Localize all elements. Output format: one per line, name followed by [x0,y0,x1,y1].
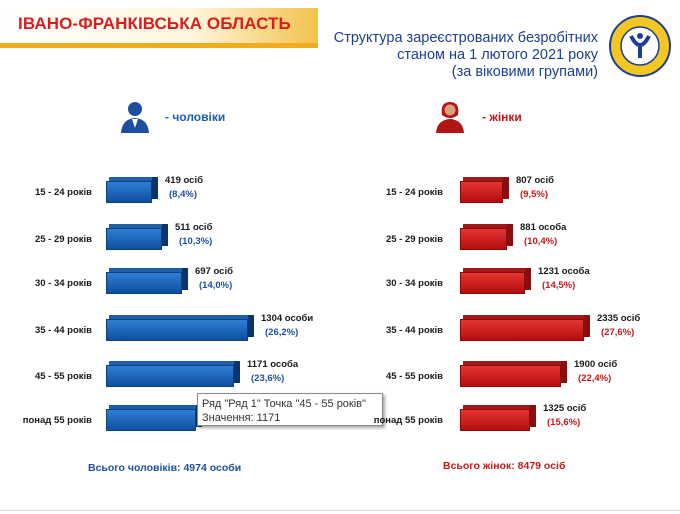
women-bar-25-29[interactable] [460,224,513,250]
men-bar-side-face [152,177,158,199]
women-bar-side-face [561,361,567,383]
women-percent-label-25-29: (10,4%) [524,236,558,247]
women-bar-55[interactable] [460,405,536,431]
women-category-label-55: понад 55 років [373,415,443,426]
employment-service-logo [609,15,671,77]
men-bar-15-24[interactable] [106,177,158,203]
men-bar-side-face [162,224,168,246]
men-bar-top-face [109,405,199,409]
men-category-label-15-24: 15 - 24 років [34,187,92,198]
subtitle-line-2: станом на 1 лютого 2021 року [397,47,598,63]
women-value-label-15-24: 807 осіб [516,175,554,186]
men-bar-35-44[interactable] [106,315,254,341]
men-value-label-30-34: 697 осіб [195,266,233,277]
women-category-label-35-44: 35 - 44 років [385,325,443,336]
women-section-label: - жінки [482,110,522,124]
women-bar-45-55[interactable] [460,361,567,387]
men-value-label-45-55: 1171 особа [247,359,299,370]
women-bar-side-face [503,177,509,199]
men-bar-front-face [106,409,196,431]
women-bar-side-face [525,268,531,290]
man-icon [121,102,149,133]
men-bar-front-face [106,181,152,203]
men-category-label-35-44: 35 - 44 років [34,325,92,336]
woman-icon [436,102,464,133]
men-bar-side-face [234,361,240,383]
men-bar-30-34[interactable] [106,268,188,294]
men-category-label-55: понад 55 років [22,415,92,426]
men-percent-label-25-29: (10,3%) [179,236,213,247]
men-percent-label-30-34: (14,0%) [199,280,233,291]
women-bar-35-44[interactable] [460,315,590,341]
men-total: Всього чоловіків: 4974 особи [88,462,242,474]
women-bar-top-face [463,361,564,365]
men-bar-front-face [106,365,234,387]
women-bar-side-face [530,405,536,427]
women-total: Всього жінок: 8479 осіб [443,460,566,472]
men-category-label-45-55: 45 - 55 років [34,371,92,382]
women-percent-label-30-34: (14,5%) [542,280,576,291]
men-section-label: - чоловіки [165,110,226,124]
men-bar-side-face [248,315,254,337]
women-bar-top-face [463,224,510,228]
men-bar-55[interactable] [106,405,202,431]
women-bar-top-face [463,177,506,181]
women-value-label-25-29: 881 особа [520,222,567,233]
women-bar-front-face [460,409,530,431]
men-value-label-25-29: 511 осіб [175,222,213,233]
men-bar-top-face [109,177,155,181]
women-bar-front-face [460,228,507,250]
tooltip-series-point: Ряд "Ряд 1" Точка "45 - 55 років" [202,398,366,410]
women-category-label-15-24: 15 - 24 років [385,187,443,198]
men-bar-top-face [109,361,237,365]
women-bar-15-24[interactable] [460,177,509,203]
men-percent-label-45-55: (23,6%) [251,373,285,384]
men-value-label-15-24: 419 осіб [165,175,203,186]
women-percent-label-15-24: (9,5%) [520,189,548,200]
women-bar-front-face [460,365,561,387]
women-bar-front-face [460,181,503,203]
women-percent-label-35-44: (27,6%) [601,327,635,338]
women-percent-label-55: (15,6%) [547,417,581,428]
men-bar-top-face [109,268,185,272]
women-category-label-25-29: 25 - 29 років [385,234,443,245]
women-bar-front-face [460,319,584,341]
men-bar-25-29[interactable] [106,224,168,250]
men-bar-side-face [182,268,188,290]
women-bar-side-face [584,315,590,337]
men-value-label-35-44: 1304 особи [261,313,314,324]
chart-subtitle: Структура зареєстрованих безробітних ста… [298,30,598,81]
men-bar-front-face [106,272,182,294]
chart-tooltip: Ряд "Ряд 1" Точка "45 - 55 років" Значен… [197,393,383,426]
women-category-label-45-55: 45 - 55 років [385,371,443,382]
subtitle-line-3: (за віковими групами) [451,64,598,80]
women-percent-label-45-55: (22,4%) [578,373,612,384]
women-value-label-30-34: 1231 особа [538,266,590,277]
women-bar-top-face [463,315,587,319]
women-category-label-30-34: 30 - 34 років [385,278,443,289]
men-percent-label-35-44: (26,2%) [265,327,299,338]
men-bar-top-face [109,224,165,228]
men-percent-label-15-24: (8,4%) [169,189,197,200]
men-bar-front-face [106,319,248,341]
women-value-label-45-55: 1900 осіб [574,359,618,370]
subtitle-line-1: Структура зареєстрованих безробітних [333,30,598,46]
tooltip-value: Значення: 1171 [202,412,281,424]
women-bar-top-face [463,268,528,272]
men-category-label-30-34: 30 - 34 років [34,278,92,289]
women-bar-top-face [463,405,533,409]
women-bar-30-34[interactable] [460,268,531,294]
men-bar-45-55[interactable] [106,361,240,387]
men-bar-front-face [106,228,162,250]
region-title: ІВАНО-ФРАНКІВСЬКА ОБЛАСТЬ [18,14,291,33]
women-bar-side-face [507,224,513,246]
bottom-divider [0,510,680,511]
men-bar-top-face [109,315,251,319]
women-value-label-35-44: 2335 осіб [597,313,641,324]
women-value-label-55: 1325 осіб [543,403,587,414]
women-bar-front-face [460,272,525,294]
title-banner [0,8,318,48]
men-category-label-25-29: 25 - 29 років [34,234,92,245]
